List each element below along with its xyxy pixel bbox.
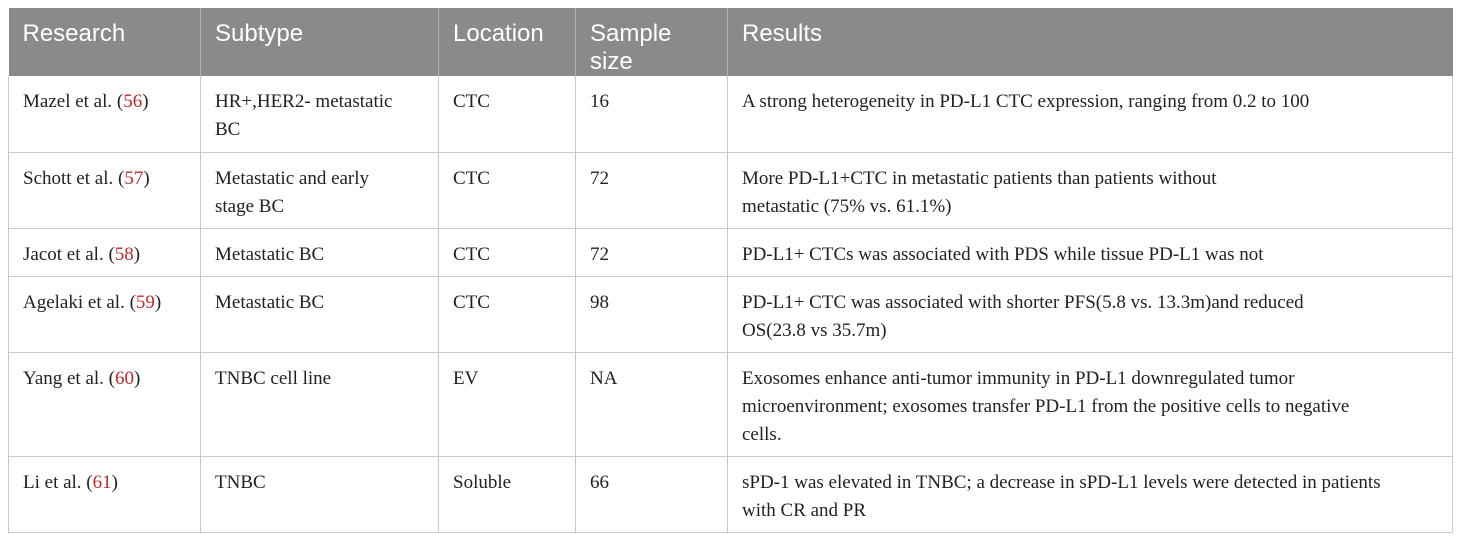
cell-sample: 98 [575, 276, 728, 353]
table-row: Li et al. (61) TNBC Soluble 66 sPD-1 was… [8, 456, 1453, 533]
citation-link[interactable]: 56 [123, 91, 143, 112]
cell-sample: NA [575, 352, 728, 457]
cell-results: Exosomes enhance anti-tumor immunity in … [727, 352, 1453, 457]
cell-results: sPD-1 was elevated in TNBC; a decrease i… [727, 456, 1453, 533]
author-text: Li et al. ( [23, 471, 93, 493]
cell-location: CTC [438, 276, 576, 353]
cell-location: EV [438, 352, 576, 457]
cell-subtype: HR+,HER2- metastatic BC [200, 76, 439, 153]
cell-location: CTC [438, 228, 576, 277]
cell-sample: 72 [575, 228, 728, 277]
author-text: Jacot et al. ( [23, 243, 115, 265]
header-results: Results [727, 8, 1453, 76]
cell-research: Agelaki et al. (59) [8, 276, 201, 353]
author-text: Agelaki et al. ( [23, 291, 136, 313]
cell-research: Mazel et al. (56) [8, 76, 201, 153]
paren-close: ) [142, 91, 149, 112]
cell-subtype: Metastatic and early stage BC [200, 152, 439, 229]
author-text: Mazel et al. ( [23, 91, 124, 112]
cell-subtype: Metastatic BC [200, 276, 439, 353]
cell-results: PD-L1+ CTCs was associated with PDS whil… [727, 228, 1453, 277]
cell-location: CTC [438, 152, 576, 229]
table-row: Mazel et al. (56) HR+,HER2- metastatic BC… [8, 76, 1453, 153]
cell-sample: 66 [575, 456, 728, 533]
data-table: Research Subtype Location Sample size Res… [8, 8, 1453, 533]
cell-sample: 72 [575, 152, 728, 229]
cell-results: A strong heterogeneity in PD-L1 CTC expr… [727, 76, 1453, 153]
cell-subtype: TNBC cell line [200, 352, 439, 457]
citation-link[interactable]: 60 [115, 367, 135, 389]
paren-close: ) [154, 291, 162, 313]
cell-research: Li et al. (61) [8, 456, 201, 533]
header-location: Location [438, 8, 576, 76]
cell-research: Schott et al. (57) [8, 152, 201, 229]
paren-close: ) [133, 243, 141, 265]
cell-results: PD-L1+ CTC was associated with shorter P… [727, 276, 1453, 353]
citation-link[interactable]: 57 [124, 167, 144, 189]
cell-subtype: TNBC [200, 456, 439, 533]
paren-close: ) [134, 367, 141, 389]
table-header-row: Research Subtype Location Sample size Res… [8, 8, 1453, 76]
author-text: Schott et al. ( [23, 167, 125, 189]
cell-subtype: Metastatic BC [200, 228, 439, 277]
table-row: Yang et al. (60) TNBC cell line EV NA Ex… [8, 352, 1453, 457]
header-sample-size: Sample size [575, 8, 728, 76]
paren-close: ) [143, 167, 150, 189]
cell-location: Soluble [438, 456, 576, 533]
header-research: Research [8, 8, 201, 76]
cell-location: CTC [438, 76, 576, 153]
table-row: Jacot et al. (58) Metastatic BC CTC 72 P… [8, 228, 1453, 277]
header-subtype: Subtype [200, 8, 439, 76]
cell-research: Yang et al. (60) [8, 352, 201, 457]
cell-sample: 16 [575, 76, 728, 153]
author-text: Yang et al. ( [23, 367, 116, 389]
table-row: Agelaki et al. (59) Metastatic BC CTC 98… [8, 276, 1453, 353]
citation-link[interactable]: 59 [135, 291, 155, 313]
citation-link[interactable]: 61 [92, 471, 112, 493]
cell-research: Jacot et al. (58) [8, 228, 201, 277]
cell-results: More PD-L1+CTC in metastatic patients th… [727, 152, 1453, 229]
paren-close: ) [111, 471, 118, 493]
table-row: Schott et al. (57) Metastatic and early s… [8, 152, 1453, 229]
citation-link[interactable]: 58 [114, 243, 134, 265]
